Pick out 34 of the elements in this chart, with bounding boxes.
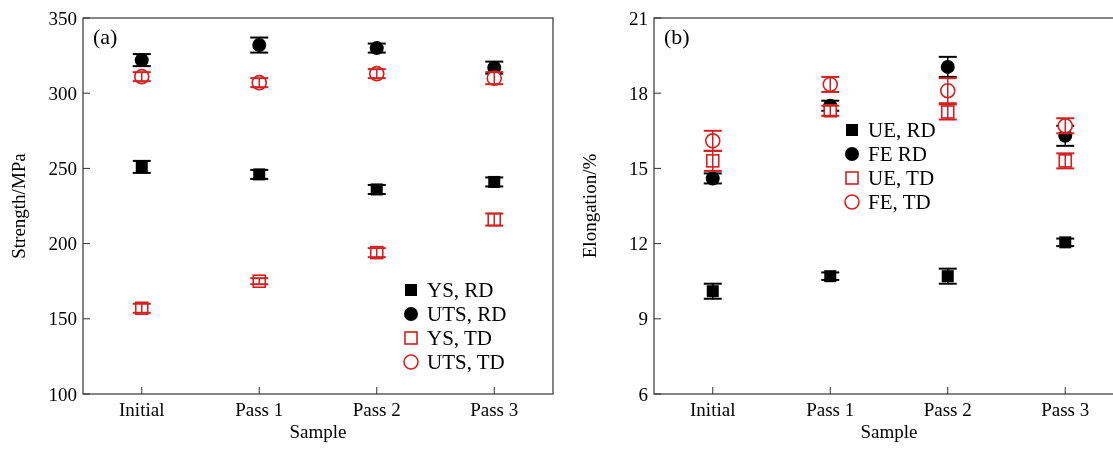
annotation: (a) [93,24,118,49]
y-tick-label: 100 [48,383,77,405]
x-tick-label: Initial [119,399,165,420]
legend-label: UE, TD [868,166,935,191]
y-tick-label: 350 [48,7,77,29]
y-axis-title: Elongation/% [579,153,600,259]
y-tick-label: 12 [629,233,648,255]
y-tick-label: 250 [48,158,77,180]
annotation: (b) [664,24,690,49]
legend-label: UTS, TD [427,350,505,375]
x-tick-label: Pass 1 [235,399,284,420]
legend-label: YS, TD [427,326,492,351]
legend-label: FE RD [868,142,927,167]
y-tick-label: 9 [638,308,648,330]
x-tick-label: Pass 3 [470,399,519,420]
x-tick-label: Pass 2 [352,399,401,420]
legend-label: FE, TD [868,190,931,215]
y-tick-label: 6 [638,383,648,405]
y-tick-label: 300 [48,82,77,104]
y-tick-label: 15 [629,158,648,180]
legend-label: UE, RD [868,118,936,143]
legend-label: UTS, RD [427,302,507,327]
x-axis-title: Sample [860,421,918,442]
y-tick-label: 21 [629,7,648,29]
x-tick-label: Pass 2 [923,399,972,420]
y-tick-label: 18 [629,82,648,104]
y-tick-label: 150 [48,308,77,330]
y-tick-label: 200 [48,233,77,255]
x-tick-label: Pass 1 [806,399,855,420]
y-axis-title: Strength/MPa [8,152,29,259]
legend-label: YS, RD [427,278,494,303]
x-tick-label: Pass 3 [1041,399,1090,420]
x-axis-title: Sample [289,421,347,442]
x-tick-label: Initial [690,399,736,420]
